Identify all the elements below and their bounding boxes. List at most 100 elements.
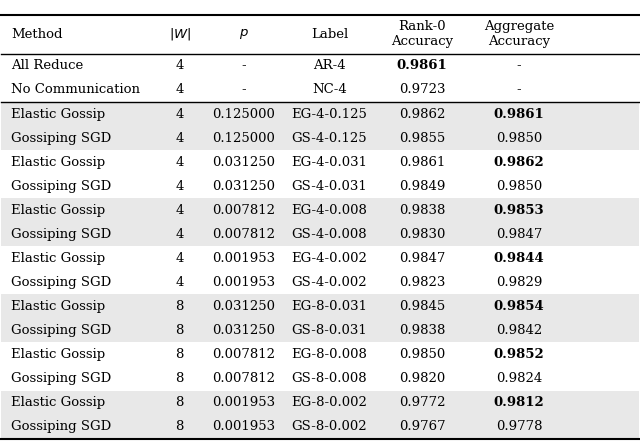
Text: 0.9778: 0.9778 xyxy=(496,420,542,433)
Text: 0.031250: 0.031250 xyxy=(212,324,275,337)
Text: 0.9838: 0.9838 xyxy=(399,204,445,217)
Text: 0.9861: 0.9861 xyxy=(493,108,545,121)
Text: 0.9855: 0.9855 xyxy=(399,132,445,145)
Bar xyxy=(1,391,639,414)
Text: EG-8-0.008: EG-8-0.008 xyxy=(292,348,367,361)
Text: EG-4-0.031: EG-4-0.031 xyxy=(292,155,367,168)
Text: Gossiping SGD: Gossiping SGD xyxy=(11,180,111,193)
Text: $p$: $p$ xyxy=(239,27,248,41)
Text: 0.125000: 0.125000 xyxy=(212,132,275,145)
Text: 0.9852: 0.9852 xyxy=(493,348,545,361)
Text: 0.9844: 0.9844 xyxy=(493,252,545,265)
Text: 0.001953: 0.001953 xyxy=(212,276,275,289)
Text: 8: 8 xyxy=(175,324,184,337)
Text: Gossiping SGD: Gossiping SGD xyxy=(11,324,111,337)
Text: Gossiping SGD: Gossiping SGD xyxy=(11,132,111,145)
Text: -: - xyxy=(241,83,246,96)
Text: 0.9845: 0.9845 xyxy=(399,300,445,313)
Text: 0.007812: 0.007812 xyxy=(212,348,275,361)
Text: 0.9820: 0.9820 xyxy=(399,372,445,385)
Text: GS-8-0.002: GS-8-0.002 xyxy=(292,420,367,433)
Text: 0.9853: 0.9853 xyxy=(494,204,545,217)
Text: EG-4-0.008: EG-4-0.008 xyxy=(292,204,367,217)
Text: Elastic Gossip: Elastic Gossip xyxy=(11,300,105,313)
Text: Elastic Gossip: Elastic Gossip xyxy=(11,204,105,217)
Bar xyxy=(1,319,639,342)
Text: EG-4-0.002: EG-4-0.002 xyxy=(292,252,367,265)
Text: 0.9849: 0.9849 xyxy=(399,180,445,193)
Text: 0.031250: 0.031250 xyxy=(212,180,275,193)
Text: 8: 8 xyxy=(175,372,184,385)
Text: 0.007812: 0.007812 xyxy=(212,204,275,217)
Text: 0.9862: 0.9862 xyxy=(399,108,445,121)
Text: 4: 4 xyxy=(175,228,184,241)
Text: 0.001953: 0.001953 xyxy=(212,396,275,409)
Text: 4: 4 xyxy=(175,204,184,217)
Text: 8: 8 xyxy=(175,420,184,433)
Text: 0.9824: 0.9824 xyxy=(496,372,542,385)
Text: 0.001953: 0.001953 xyxy=(212,420,275,433)
Text: GS-4-0.002: GS-4-0.002 xyxy=(292,276,367,289)
Text: AR-4: AR-4 xyxy=(313,60,346,73)
Text: Elastic Gossip: Elastic Gossip xyxy=(11,396,105,409)
Text: Gossiping SGD: Gossiping SGD xyxy=(11,276,111,289)
Text: Elastic Gossip: Elastic Gossip xyxy=(11,108,105,121)
Text: 0.9723: 0.9723 xyxy=(399,83,445,96)
Text: 0.9847: 0.9847 xyxy=(399,252,445,265)
Text: EG-8-0.002: EG-8-0.002 xyxy=(292,396,367,409)
Text: Aggregate
Accuracy: Aggregate Accuracy xyxy=(484,20,554,48)
Bar xyxy=(1,414,639,439)
Text: All Reduce: All Reduce xyxy=(11,60,83,73)
Text: Elastic Gossip: Elastic Gossip xyxy=(11,155,105,168)
Text: Label: Label xyxy=(311,28,348,41)
Text: 0.007812: 0.007812 xyxy=(212,372,275,385)
Text: GS-8-0.008: GS-8-0.008 xyxy=(292,372,367,385)
Text: 0.9838: 0.9838 xyxy=(399,324,445,337)
Text: 0.9861: 0.9861 xyxy=(397,60,447,73)
Text: 0.9772: 0.9772 xyxy=(399,396,445,409)
Text: 8: 8 xyxy=(175,396,184,409)
Text: Gossiping SGD: Gossiping SGD xyxy=(11,420,111,433)
Text: 0.031250: 0.031250 xyxy=(212,300,275,313)
Text: Rank-0
Accuracy: Rank-0 Accuracy xyxy=(391,20,453,48)
Text: Gossiping SGD: Gossiping SGD xyxy=(11,228,111,241)
Text: 0.9812: 0.9812 xyxy=(493,396,545,409)
Text: -: - xyxy=(517,83,522,96)
Text: 4: 4 xyxy=(175,155,184,168)
Text: 8: 8 xyxy=(175,348,184,361)
Text: -: - xyxy=(517,60,522,73)
Text: 8: 8 xyxy=(175,300,184,313)
Text: 4: 4 xyxy=(175,83,184,96)
Bar xyxy=(1,198,639,222)
Bar xyxy=(1,102,639,126)
Text: 0.031250: 0.031250 xyxy=(212,155,275,168)
Text: 4: 4 xyxy=(175,180,184,193)
Text: NC-4: NC-4 xyxy=(312,83,347,96)
Text: 0.001953: 0.001953 xyxy=(212,252,275,265)
Text: 0.9830: 0.9830 xyxy=(399,228,445,241)
Text: EG-8-0.031: EG-8-0.031 xyxy=(292,300,367,313)
Text: -: - xyxy=(241,60,246,73)
Text: 4: 4 xyxy=(175,252,184,265)
Text: 4: 4 xyxy=(175,108,184,121)
Text: GS-4-0.125: GS-4-0.125 xyxy=(292,132,367,145)
Text: No Communication: No Communication xyxy=(11,83,140,96)
Text: 4: 4 xyxy=(175,132,184,145)
Bar xyxy=(1,294,639,319)
Bar xyxy=(1,222,639,246)
Text: 0.9850: 0.9850 xyxy=(399,348,445,361)
Text: 4: 4 xyxy=(175,60,184,73)
Text: $|W|$: $|W|$ xyxy=(169,26,191,42)
Text: Elastic Gossip: Elastic Gossip xyxy=(11,252,105,265)
Text: 0.9847: 0.9847 xyxy=(496,228,542,241)
Text: Elastic Gossip: Elastic Gossip xyxy=(11,348,105,361)
Text: 0.125000: 0.125000 xyxy=(212,108,275,121)
Text: 0.9829: 0.9829 xyxy=(496,276,542,289)
Text: GS-8-0.031: GS-8-0.031 xyxy=(292,324,367,337)
Text: 0.9850: 0.9850 xyxy=(496,132,542,145)
Text: 0.9854: 0.9854 xyxy=(493,300,545,313)
Text: 0.9842: 0.9842 xyxy=(496,324,542,337)
Text: 0.9823: 0.9823 xyxy=(399,276,445,289)
Text: Method: Method xyxy=(11,28,63,41)
Text: EG-4-0.125: EG-4-0.125 xyxy=(292,108,367,121)
